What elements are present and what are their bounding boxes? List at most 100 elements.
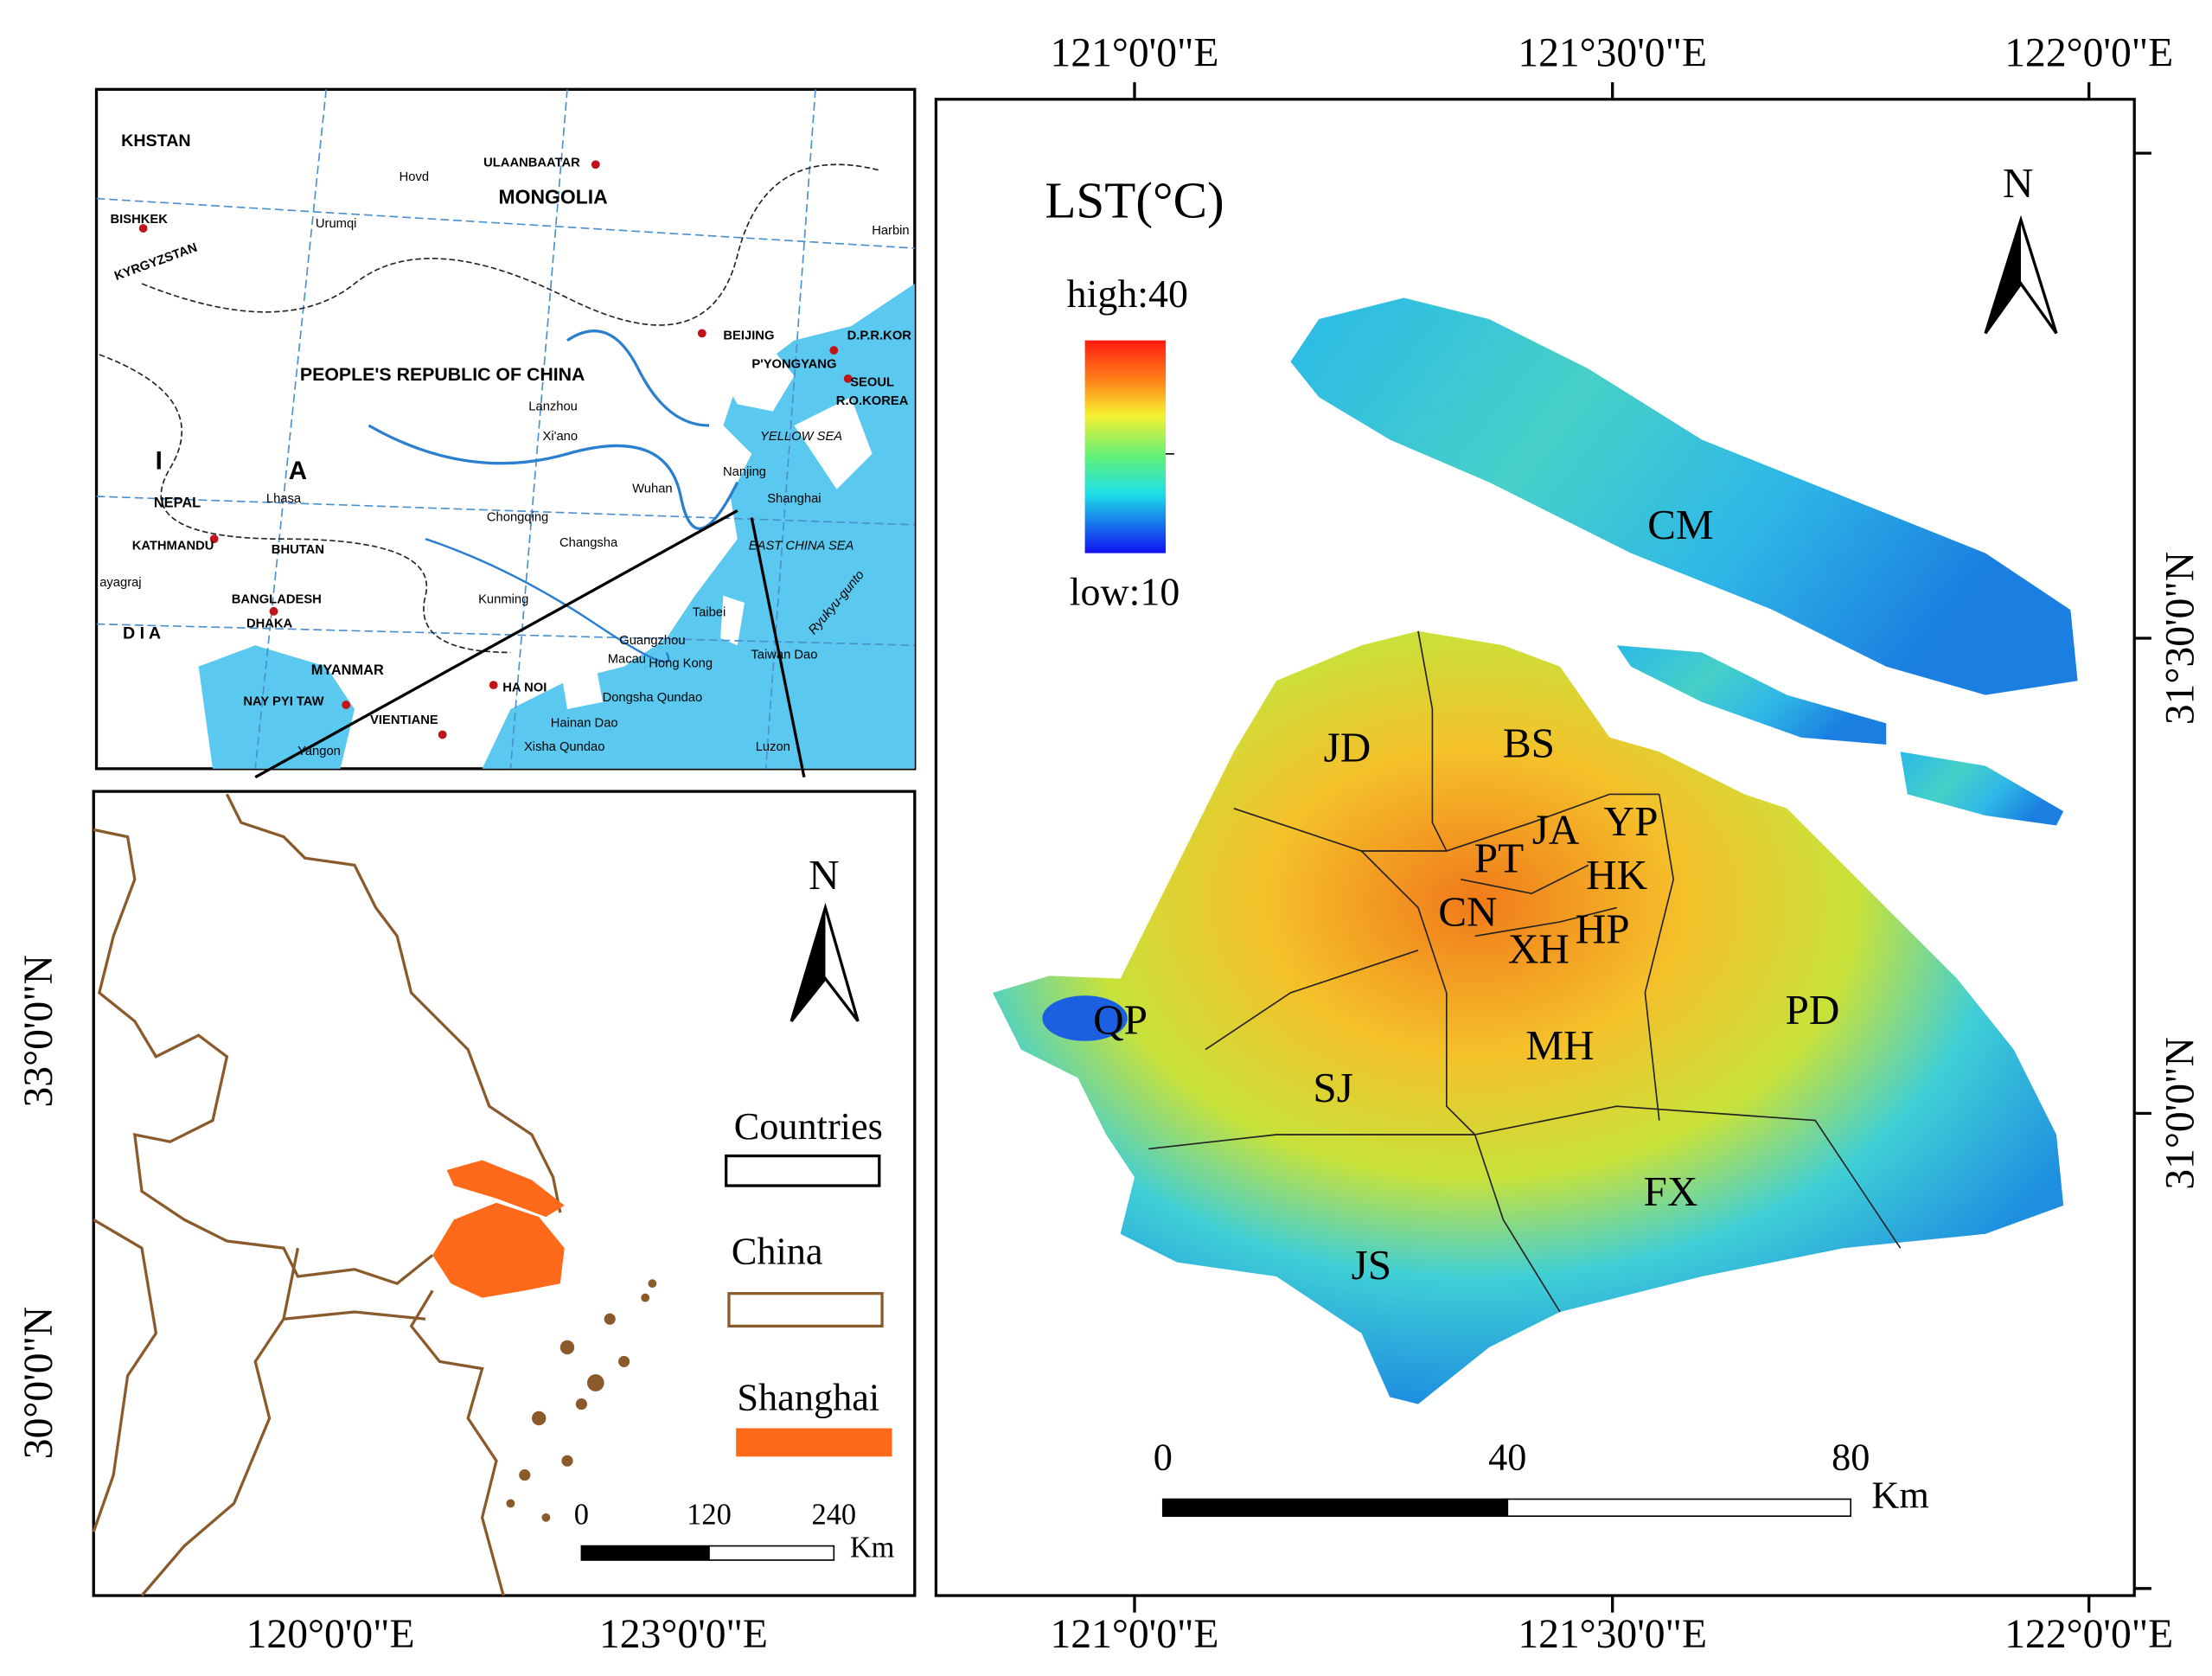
province-borders (92, 793, 562, 1597)
district-label: PD (1785, 986, 1839, 1033)
district-label: BS (1503, 720, 1555, 767)
place-label: BHUTAN (272, 543, 324, 557)
place-label: Taiwan Dao (751, 649, 817, 662)
place-label: Luzon (756, 740, 790, 754)
district-label: YP (1604, 797, 1659, 845)
place-label: Kunming (478, 593, 528, 607)
place-label: Guangzhou (619, 634, 685, 648)
district-label: FX (1643, 1167, 1697, 1215)
place-label: Chongqing (487, 511, 548, 525)
place-label: Shanghai (767, 492, 821, 506)
legend-high: high:40 (1067, 272, 1188, 316)
place-label: Lhasa (266, 492, 302, 506)
frame-ticks (1133, 82, 2151, 1613)
district-label: MH (1525, 1021, 1594, 1069)
place-label: Urumqi (316, 217, 357, 231)
longitude-label: 121°0'0"E (1051, 1612, 1219, 1657)
place-label: MONGOLIA (498, 186, 607, 208)
district-label: QP (1093, 995, 1148, 1043)
place-label: PEOPLE'S REPUBLIC OF CHINA (300, 364, 585, 385)
place-label: YELLOW SEA (760, 430, 842, 444)
place-label: D.P.R.KOR (847, 329, 912, 343)
latitude-label: 33°0'0"N (16, 955, 61, 1107)
district-label: HP (1576, 905, 1630, 952)
latitude-label: 31°30'0"N (2158, 552, 2203, 725)
place-label: ayagraj (99, 576, 141, 590)
scale-label: 40 (1488, 1436, 1526, 1478)
north-label: N (809, 851, 840, 899)
scale-label: 240 (811, 1499, 856, 1532)
place-label: BISHKEK (111, 213, 169, 227)
district-label: CN (1438, 888, 1497, 936)
scale-unit: Km (850, 1531, 895, 1564)
district-label: JD (1324, 723, 1371, 771)
locator-sea (198, 284, 915, 769)
place-label: Dongsha Qundao (603, 691, 703, 705)
district-label: PT (1474, 834, 1524, 881)
place-label: Wuhan (632, 483, 672, 496)
district-label: JA (1532, 806, 1580, 854)
place-label: Lanzhou (528, 400, 578, 414)
place-label: Taibei (693, 605, 726, 619)
main-scale-bar (1161, 1498, 1509, 1517)
inset-scale-bar (708, 1545, 835, 1561)
place-label: Hong Kong (649, 656, 713, 670)
place-label: KATHMANDU (132, 539, 214, 553)
islands (506, 1279, 657, 1522)
place-label: D I A (123, 624, 161, 643)
place-label: HA NOI (502, 681, 547, 694)
latitude-label: 31°0'0"N (2158, 1037, 2203, 1189)
place-label: Macau (608, 653, 646, 667)
north-label: N (2003, 159, 2034, 207)
legend-shanghai (736, 1428, 892, 1457)
district-label: XH (1508, 924, 1569, 972)
legend-countries (725, 1154, 881, 1187)
longitude-label: 122°0'0"E (2004, 1612, 2173, 1657)
place-label: Nanjing (723, 465, 766, 479)
district-borders (1148, 630, 1902, 1313)
legend-china (727, 1292, 884, 1328)
locator-lines (96, 89, 915, 779)
color-bar (1084, 340, 1167, 553)
scale-unit: Km (1871, 1474, 1928, 1517)
longitude-label: 121°30'0"E (1518, 1612, 1707, 1657)
place-label: Xi'ano (543, 430, 579, 444)
place-label: VIENTIANE (370, 713, 438, 727)
place-label: Hovd (400, 170, 429, 184)
longitude-label: 121°30'0"E (1518, 31, 1707, 76)
legend-label: Countries (734, 1105, 883, 1148)
longitude-label: 121°0'0"E (1051, 31, 1219, 76)
place-label: NEPAL (154, 496, 201, 511)
place-label: Yangon (297, 745, 341, 758)
place-label: Hainan Dao (551, 716, 618, 730)
district-label: CM (1647, 501, 1714, 548)
place-label: DHAKA (246, 617, 293, 631)
scale-label: 0 (574, 1499, 589, 1532)
longitude-label: 120°0'0"E (246, 1612, 415, 1657)
latitude-label: 30°0'0"N (16, 1307, 61, 1459)
main-scale-bar (1506, 1498, 1852, 1517)
place-label: NAY PYI TAW (243, 695, 323, 709)
place-label: R.O.KOREA (836, 394, 909, 408)
longitude-label: 123°0'0"E (599, 1612, 768, 1657)
inset-scale-bar (580, 1545, 710, 1561)
scale-label: 0 (1154, 1436, 1173, 1478)
scale-label: 80 (1832, 1436, 1870, 1478)
district-label: SJ (1313, 1064, 1353, 1111)
place-label: Changsha (559, 536, 618, 550)
place-label: BANGLADESH (232, 593, 322, 607)
place-label: SEOUL (850, 376, 894, 390)
longitude-label: 122°0'0"E (2004, 31, 2173, 76)
place-label: I (156, 446, 163, 475)
district-label: JS (1352, 1241, 1392, 1289)
scale-label: 120 (687, 1499, 732, 1532)
place-label: Xisha Qundao (524, 740, 604, 754)
place-label: ULAANBAATAR (483, 157, 580, 170)
lst-surface (993, 297, 2078, 1404)
place-label: Harbin (872, 224, 909, 238)
place-label: KHSTAN (121, 131, 191, 150)
legend-title: LST(°C) (1045, 171, 1224, 228)
place-label: P'YONGYANG (751, 357, 836, 371)
